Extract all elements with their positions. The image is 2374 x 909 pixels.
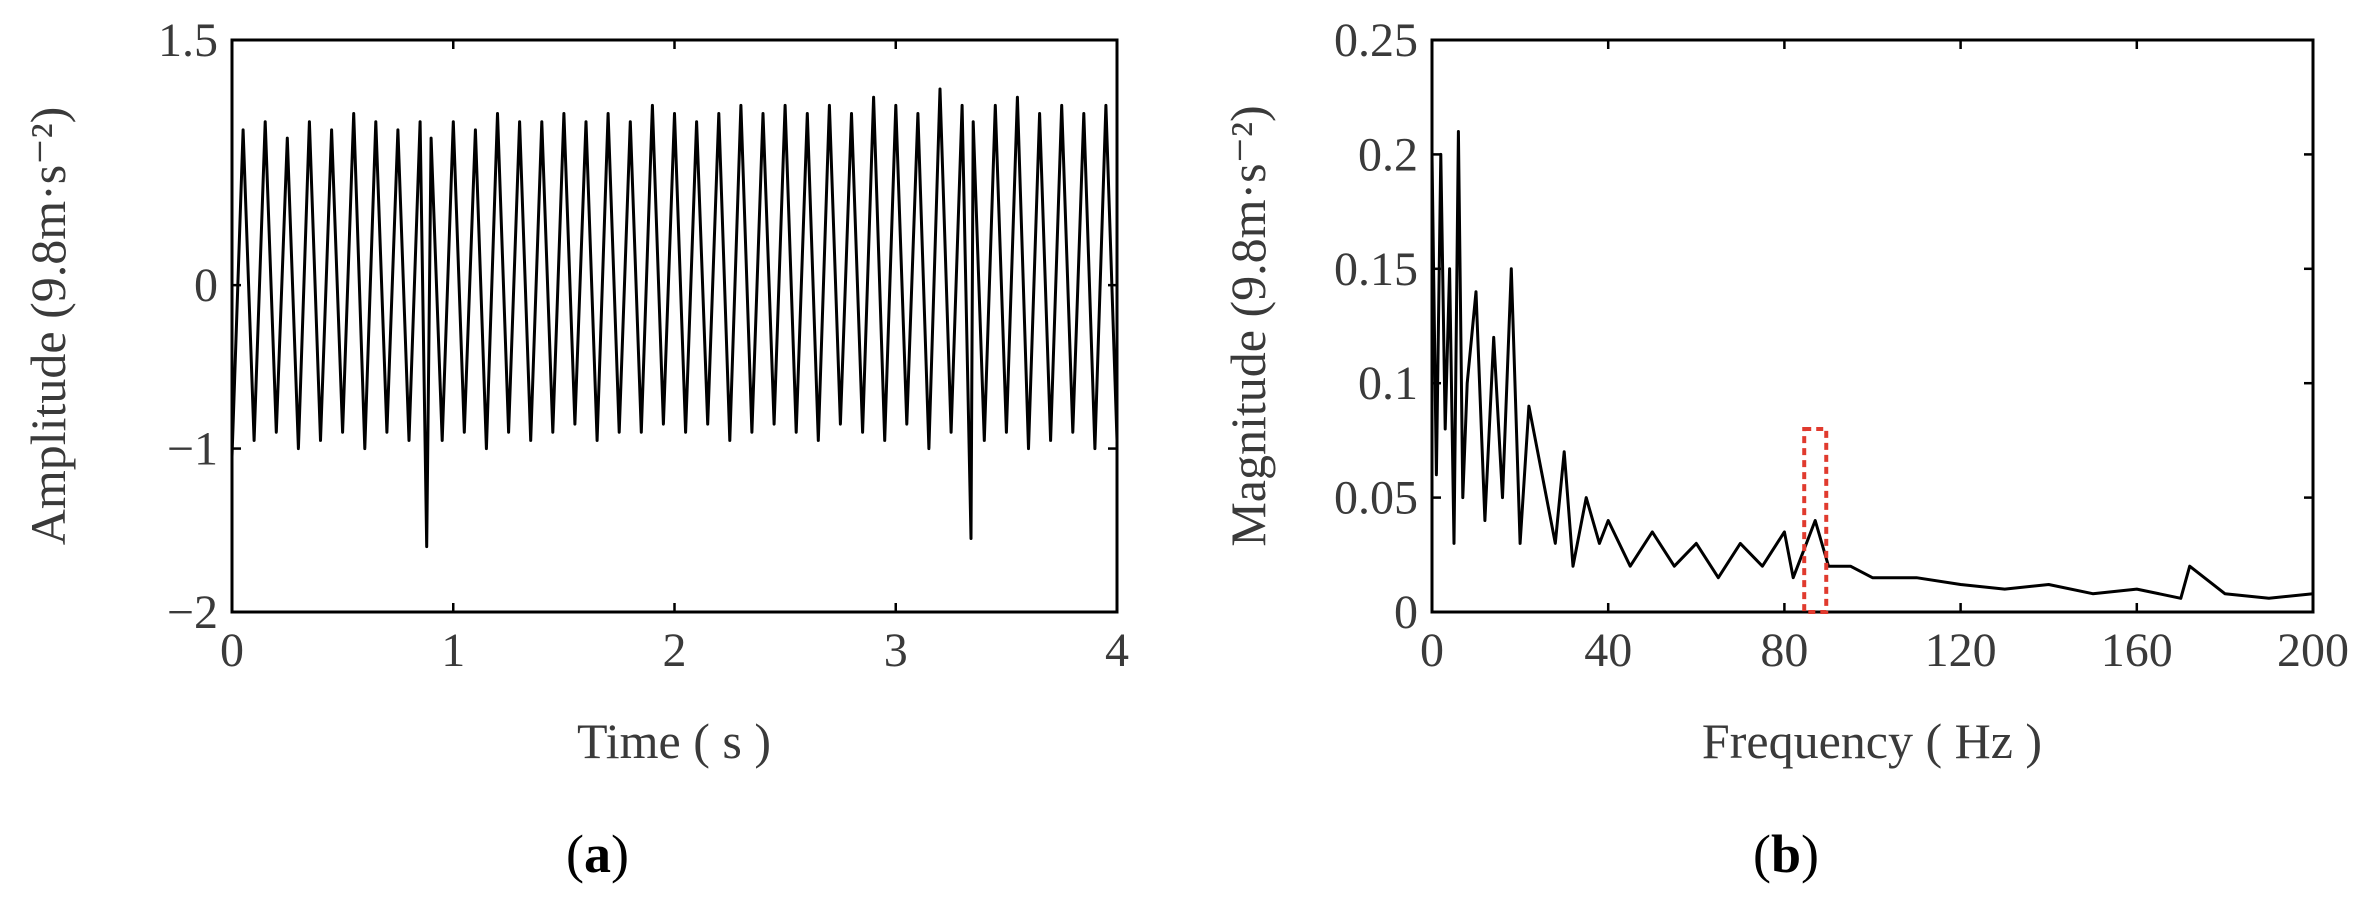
panel-a-x-tick-label: 1 <box>441 624 465 677</box>
panel-b-letter: b <box>1771 824 1801 884</box>
panel-b-x-ticks: 0 40 80 120 160 200 <box>1420 40 2349 677</box>
panel-a-x-tick-label: 3 <box>884 624 908 677</box>
panel-b-y-ticks: 0.25 0.2 0.15 0.1 0.05 0 <box>1334 14 2313 639</box>
panel-b-x-tick-label: 80 <box>1760 624 1808 677</box>
panel-b-highlight-box <box>1802 426 1829 614</box>
panel-b-x-tick-label: 0 <box>1420 624 1444 677</box>
panel-a-signal <box>230 87 1119 549</box>
panel-b-y-tick-label: 0 <box>1394 586 1418 639</box>
panel-b-y-tick-label: 0.25 <box>1334 14 1418 67</box>
panel-a-y-tick-label: −1 <box>167 423 218 476</box>
panel-b-y-axis-label: Magnitude (9.8m·s⁻²) <box>1220 105 1276 546</box>
panel-a-y-tick-label: 0 <box>194 259 218 312</box>
panel-b-y-tick-label: 0.05 <box>1334 472 1418 525</box>
panel-b-label: (b) <box>1753 824 1819 884</box>
panel-b-y-tick-label: 0.1 <box>1358 357 1418 410</box>
panel-a-y-axis-label: Amplitude (9.8m·s⁻²) <box>20 107 76 546</box>
panel-a-y-tick-label: 1.5 <box>158 14 218 67</box>
panel-b-x-tick-label: 200 <box>2277 624 2349 677</box>
panel-b: 0 40 80 120 160 200 0.25 0.2 0.15 0.1 0.05 0 Frequ… <box>1220 14 2349 884</box>
panel-a: 0 1 2 3 4 1.5 0 −1 −2 Time ( s ) Amplitude (9.8… <box>20 14 1129 884</box>
panel-a-label: (a) <box>566 824 629 884</box>
panel-b-x-axis-label: Frequency ( Hz ) <box>1702 713 2042 769</box>
panel-a-x-tick-label: 0 <box>220 624 244 677</box>
panel-a-y-ticks: 1.5 0 −1 −2 <box>158 14 1117 639</box>
panel-b-y-tick-label: 0.2 <box>1358 128 1418 181</box>
panel-a-letter: a <box>584 824 611 884</box>
panel-a-x-tick-label: 4 <box>1105 624 1129 677</box>
panel-b-axes-frame <box>1430 38 2315 614</box>
panel-b-x-tick-label: 40 <box>1584 624 1632 677</box>
panel-b-x-tick-label: 160 <box>2101 624 2173 677</box>
panel-a-series-line-0 <box>230 87 1119 549</box>
panel-a-x-axis-label: Time ( s ) <box>577 713 771 769</box>
panel-b-spectrum <box>1430 130 2314 600</box>
panel-a-x-tick-label: 2 <box>663 624 687 677</box>
panel-b-x-tick-label: 120 <box>1925 624 1997 677</box>
panel-a-y-tick-label: −2 <box>167 586 218 639</box>
panel-a-x-ticks: 0 1 2 3 4 <box>220 40 1129 677</box>
panel-b-y-tick-label: 0.15 <box>1334 243 1418 296</box>
panel-b-series-line-0 <box>1430 130 2314 600</box>
